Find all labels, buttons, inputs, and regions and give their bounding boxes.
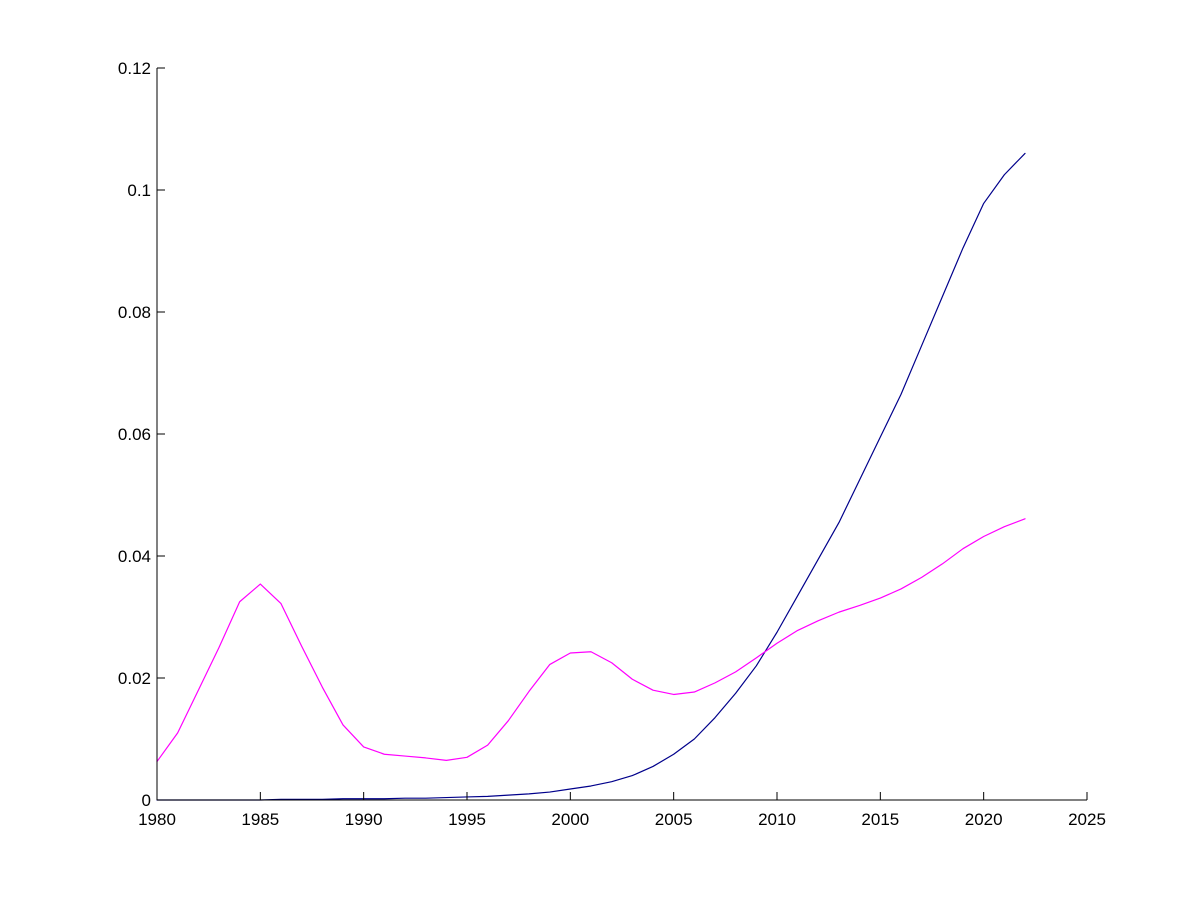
y-tick-label: 0.12 xyxy=(118,59,151,78)
x-tick-label: 2000 xyxy=(551,810,589,829)
y-tick-label: 0.06 xyxy=(118,425,151,444)
x-tick-label: 2025 xyxy=(1068,810,1106,829)
x-tick-label: 2010 xyxy=(758,810,796,829)
x-tick-label: 2005 xyxy=(655,810,693,829)
y-tick-label: 0.02 xyxy=(118,669,151,688)
x-tick-label: 1990 xyxy=(345,810,383,829)
series-layer xyxy=(156,152,1026,801)
axes-layer: 1980 1985 1990 1995 2000 2005 2010 2015 2020 2025… xyxy=(118,59,1106,829)
y-tick-label: 0 xyxy=(142,791,151,810)
x-tick-label: 1980 xyxy=(138,810,176,829)
y-tick-label: 0.04 xyxy=(118,547,151,566)
series-line-1 xyxy=(156,152,1026,801)
series-line-2 xyxy=(156,518,1026,763)
y-tick-label: 0.08 xyxy=(118,303,151,322)
x-tick-label: 2020 xyxy=(965,810,1003,829)
y-tick-label: 0.1 xyxy=(127,181,151,200)
x-tick-label: 1985 xyxy=(241,810,279,829)
x-tick-label: 2015 xyxy=(861,810,899,829)
x-tick-label: 1995 xyxy=(448,810,486,829)
